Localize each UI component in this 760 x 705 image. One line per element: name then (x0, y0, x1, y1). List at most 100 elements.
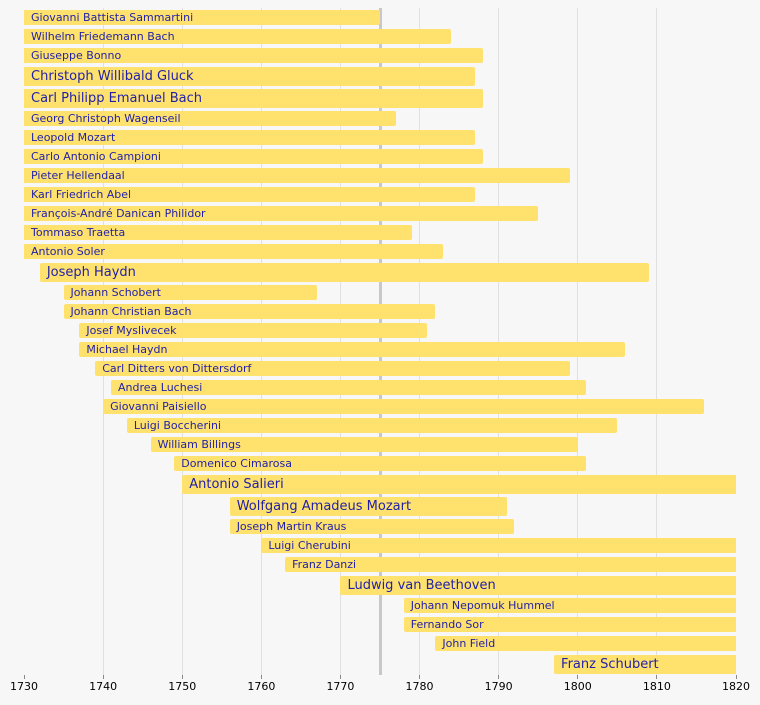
composer-bar: François-André Danican Philidor (24, 206, 539, 221)
axis-tick-label: 1740 (89, 680, 118, 693)
composer-label[interactable]: Johann Nepomuk Hummel (410, 599, 555, 612)
axis-tick (419, 675, 421, 679)
composer-label[interactable]: Karl Friedrich Abel (31, 188, 132, 201)
axis-tick-label: 1770 (326, 680, 355, 693)
composer-bar: Luigi Cherubini (261, 538, 736, 553)
composer-label[interactable]: Ludwig van Beethoven (347, 577, 496, 593)
composer-label[interactable]: Christoph Willibald Gluck (31, 68, 194, 84)
composer-label[interactable]: Michael Haydn (86, 343, 168, 356)
gridline-1780 (419, 8, 421, 675)
timeline-row: Luigi Cherubini (24, 536, 736, 555)
composer-bar: Ludwig van Beethoven (340, 575, 736, 595)
axis-tick-label: 1750 (168, 680, 197, 693)
timeline-row: François-André Danican Philidor (24, 204, 736, 223)
composer-label[interactable]: Fernando Sor (410, 618, 484, 631)
composer-label[interactable]: Carlo Antonio Campioni (31, 150, 161, 163)
timeline-row: Carl Ditters von Dittersdorf (24, 359, 736, 378)
timeline-row: Giovanni Paisiello (24, 397, 736, 416)
composer-label[interactable]: Pieter Hellendaal (31, 169, 125, 182)
timeline-row: Pieter Hellendaal (24, 166, 736, 185)
gridline-1800 (577, 8, 579, 675)
timeline-row: Wilhelm Friedemann Bach (24, 27, 736, 46)
composer-label[interactable]: Tommaso Traetta (31, 226, 126, 239)
axis-tick (735, 675, 737, 679)
timeline-row: Domenico Cimarosa (24, 454, 736, 473)
composer-label[interactable]: Luigi Cherubini (268, 539, 351, 552)
composer-label[interactable]: Wolfgang Amadeus Mozart (236, 498, 412, 514)
gridline-1740 (102, 8, 104, 675)
timeline-row: Johann Schobert (24, 283, 736, 302)
composer-label[interactable]: Andrea Luchesi (118, 381, 203, 394)
timeline-row: Franz Schubert (24, 653, 736, 675)
composer-bar: Georg Christoph Wagenseil (24, 111, 396, 126)
composer-bar: Michael Haydn (79, 342, 626, 357)
composer-bar: Carl Philipp Emanuel Bach (24, 88, 483, 108)
composer-label[interactable]: Giovanni Battista Sammartini (31, 11, 194, 24)
composer-bar: Wilhelm Friedemann Bach (24, 29, 452, 44)
timeline-row: Fernando Sor (24, 615, 736, 634)
axis-tick-label: 1730 (10, 680, 38, 693)
timeline-row: Ludwig van Beethoven (24, 574, 736, 596)
timeline-row: Antonio Soler (24, 242, 736, 261)
composer-label[interactable]: Johann Schobert (70, 286, 161, 299)
composer-label[interactable]: Joseph Haydn (46, 264, 136, 280)
axis-tick-label: 1760 (247, 680, 276, 693)
timeline-row: Giuseppe Bonno (24, 46, 736, 65)
composer-label[interactable]: Franz Schubert (561, 656, 659, 672)
composer-label[interactable]: Joseph Martin Kraus (236, 520, 347, 533)
axis-tick (102, 675, 104, 679)
composer-label[interactable]: Leopold Mozart (31, 131, 116, 144)
timeline-row: William Billings (24, 435, 736, 454)
timeline-row: Johann Nepomuk Hummel (24, 596, 736, 615)
timeline-row: Josef Myslivecek (24, 321, 736, 340)
composer-bar: Wolfgang Amadeus Mozart (229, 496, 507, 516)
composer-label[interactable]: Carl Philipp Emanuel Bach (31, 90, 203, 106)
gridline-1790 (498, 8, 500, 675)
timeline-row: John Field (24, 634, 736, 653)
timeline-row: Carl Philipp Emanuel Bach (24, 87, 736, 109)
gridline-1750 (181, 8, 183, 675)
timeline-row: Joseph Martin Kraus (24, 517, 736, 536)
timeline-row: Leopold Mozart (24, 128, 736, 147)
composer-bar: Giovanni Battista Sammartini (24, 10, 380, 25)
composer-bar: Franz Schubert (554, 654, 736, 674)
composer-label[interactable]: Georg Christoph Wagenseil (31, 112, 181, 125)
composer-bar: Joseph Martin Kraus (229, 519, 515, 534)
gridline-1770 (339, 8, 341, 675)
composer-bar: Johann Schobert (63, 285, 317, 300)
composer-label[interactable]: Luigi Boccherini (133, 419, 222, 432)
timeline-row: Karl Friedrich Abel (24, 185, 736, 204)
composer-bar: Franz Danzi (285, 557, 736, 572)
composer-label[interactable]: François-André Danican Philidor (31, 207, 206, 220)
composer-label[interactable]: Josef Myslivecek (86, 324, 177, 337)
plot-area: Giovanni Battista Sammartini Wilhelm Frie… (24, 8, 736, 675)
composer-label[interactable]: Antonio Soler (31, 245, 105, 258)
composer-label[interactable]: Johann Christian Bach (70, 305, 192, 318)
composer-label[interactable]: Domenico Cimarosa (181, 457, 292, 470)
composer-bar: Johann Nepomuk Hummel (403, 598, 736, 613)
composer-bar: William Billings (150, 437, 578, 452)
reference-line-1775 (378, 8, 382, 675)
composer-bar: Carl Ditters von Dittersdorf (95, 361, 570, 376)
composer-bar: Luigi Boccherini (126, 418, 618, 433)
composer-bar: Johann Christian Bach (63, 304, 436, 319)
axis-tick (577, 675, 579, 679)
composer-bar: Antonio Salieri (182, 474, 736, 494)
composer-label[interactable]: Franz Danzi (292, 558, 357, 571)
composer-label[interactable]: William Billings (157, 438, 241, 451)
timeline-row: Giovanni Battista Sammartini (24, 8, 736, 27)
composer-bar: Andrea Luchesi (111, 380, 586, 395)
timeline-row: Franz Danzi (24, 555, 736, 574)
composer-label[interactable]: Wilhelm Friedemann Bach (31, 30, 175, 43)
composer-label[interactable]: Antonio Salieri (189, 476, 284, 492)
composer-label[interactable]: Giovanni Paisiello (110, 400, 207, 413)
composer-label[interactable]: Giuseppe Bonno (31, 49, 122, 62)
composer-bar: Christoph Willibald Gluck (24, 66, 475, 86)
gridline-1810 (656, 8, 658, 675)
composer-bar: John Field (435, 636, 736, 651)
composer-label[interactable]: Carl Ditters von Dittersdorf (102, 362, 252, 375)
composer-label[interactable]: John Field (442, 637, 496, 650)
axis-tick (498, 675, 500, 679)
composer-bar: Giovanni Paisiello (103, 399, 705, 414)
